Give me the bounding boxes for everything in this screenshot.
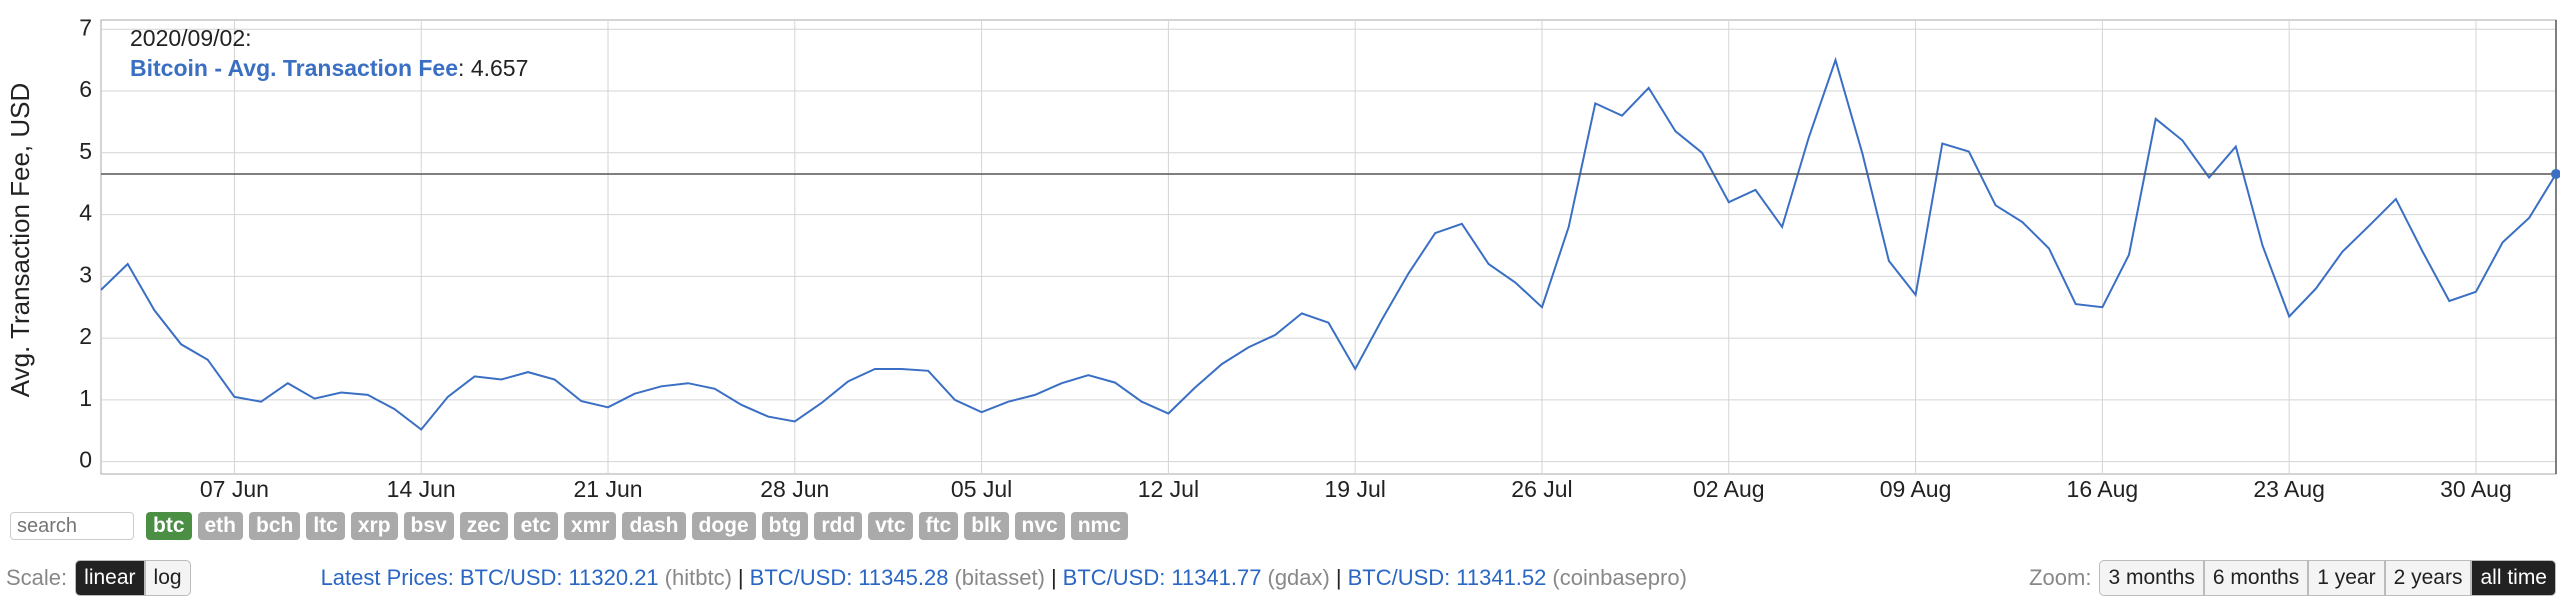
coin-button[interactable]: rdd (814, 512, 863, 540)
y-tick-label: 5 (79, 138, 92, 164)
zoom-button[interactable]: 6 months (2203, 560, 2309, 596)
search-box[interactable] (10, 512, 134, 540)
price-source: (hitbtc) (664, 565, 732, 590)
x-tick-label: 12 Jul (1138, 476, 1199, 502)
y-tick-label: 3 (79, 261, 92, 287)
scale-button[interactable]: log (144, 560, 191, 596)
price-value: 11320.21 (568, 565, 659, 590)
coin-button[interactable]: vtc (868, 512, 913, 540)
coin-button[interactable]: blk (964, 512, 1009, 540)
hover-date: 2020/09/02: (130, 25, 252, 51)
zoom-button[interactable]: 1 year (2308, 560, 2385, 596)
hover-value: 4.657 (471, 55, 529, 81)
x-tick-label: 02 Aug (1693, 476, 1765, 502)
latest-label: Latest Prices: (320, 565, 454, 590)
y-tick-label: 4 (79, 200, 92, 226)
coin-button[interactable]: eth (197, 512, 243, 540)
price-source: (bitasset) (954, 565, 1045, 590)
zoom-button[interactable]: 2 years (2384, 560, 2472, 596)
price-separator: | (1050, 565, 1057, 590)
y-tick-label: 1 (79, 385, 92, 411)
x-tick-label: 05 Jul (951, 476, 1012, 502)
y-tick-label: 0 (79, 447, 92, 473)
hover-label: Bitcoin - Avg. Transaction Fee: 4.657 (130, 55, 528, 81)
y-axis-label: Avg. Transaction Fee, USD (5, 83, 35, 398)
price-value: 11341.77 (1171, 565, 1262, 590)
price-pair: BTC/USD: (1347, 565, 1451, 590)
coin-button[interactable]: xmr (563, 512, 617, 540)
y-tick-label: 6 (79, 76, 92, 102)
price-value: 11341.52 (1456, 565, 1547, 590)
zoom-label: Zoom: (2029, 565, 2092, 590)
scale-label: Scale: (6, 565, 68, 590)
hover-point (2551, 168, 2560, 179)
hover-separator: : (458, 55, 471, 81)
price-value: 11345.28 (858, 565, 949, 590)
x-tick-label: 21 Jun (573, 476, 642, 502)
coin-button[interactable]: nvc (1014, 512, 1065, 540)
coin-button[interactable]: bsv (403, 512, 454, 540)
price-separator: | (1335, 565, 1342, 590)
x-tick-label: 26 Jul (1511, 476, 1572, 502)
coin-button[interactable]: btg (761, 512, 809, 540)
coin-button[interactable]: etc (513, 512, 558, 540)
x-tick-label: 14 Jun (387, 476, 456, 502)
data-line (100, 56, 2557, 431)
coin-bar: btcethbchltcxrpbsvzecetcxmrdashdogebtgrd… (10, 512, 1134, 540)
x-tick-label: 23 Aug (2253, 476, 2325, 502)
zoom-button[interactable]: 3 months (2099, 560, 2204, 596)
coin-button[interactable]: dash (622, 512, 686, 540)
coin-button[interactable]: ftc (918, 512, 959, 540)
y-tick-label: 7 (79, 14, 92, 40)
price-source: (gdax) (1267, 565, 1330, 590)
coin-button[interactable]: doge (691, 512, 756, 540)
coin-button[interactable]: btc (146, 512, 192, 540)
coin-button[interactable]: bch (249, 512, 301, 540)
price-source: (coinbasepro) (1552, 565, 1687, 590)
chart: Avg. Transaction Fee, USD 0 1 2 3 4 5 6 7 07 Jun… (5, 14, 2560, 502)
price-pair: BTC/USD: (1062, 565, 1166, 590)
y-tick-label: 2 (79, 323, 92, 349)
coin-button[interactable]: xrp (350, 512, 398, 540)
x-tick-label: 28 Jun (760, 476, 829, 502)
price-pair: BTC/USD: (459, 565, 563, 590)
plot-area (100, 19, 2557, 475)
price-separator: | (737, 565, 744, 590)
x-tick-label: 19 Jul (1324, 476, 1385, 502)
scale-button[interactable]: linear (75, 560, 145, 596)
bottom-bar: Scale: linear log Latest Prices: BTC/USD: 113… (6, 560, 2556, 596)
zoom-button[interactable]: all time (2471, 560, 2556, 596)
hover-series: Bitcoin - Avg. Transaction Fee (130, 55, 458, 81)
price-pair: BTC/USD: (749, 565, 853, 590)
coin-button[interactable]: nmc (1070, 512, 1128, 540)
latest-prices: Latest Prices: BTC/USD: 11320.21 (hitbtc) | B… (321, 565, 1687, 591)
x-tick-label: 16 Aug (2067, 476, 2139, 502)
coin-button[interactable]: ltc (306, 512, 345, 540)
x-tick-label: 07 Jun (200, 476, 269, 502)
x-tick-label: 09 Aug (1880, 476, 1952, 502)
x-tick-label: 30 Aug (2440, 476, 2512, 502)
coin-button[interactable]: zec (459, 512, 508, 540)
